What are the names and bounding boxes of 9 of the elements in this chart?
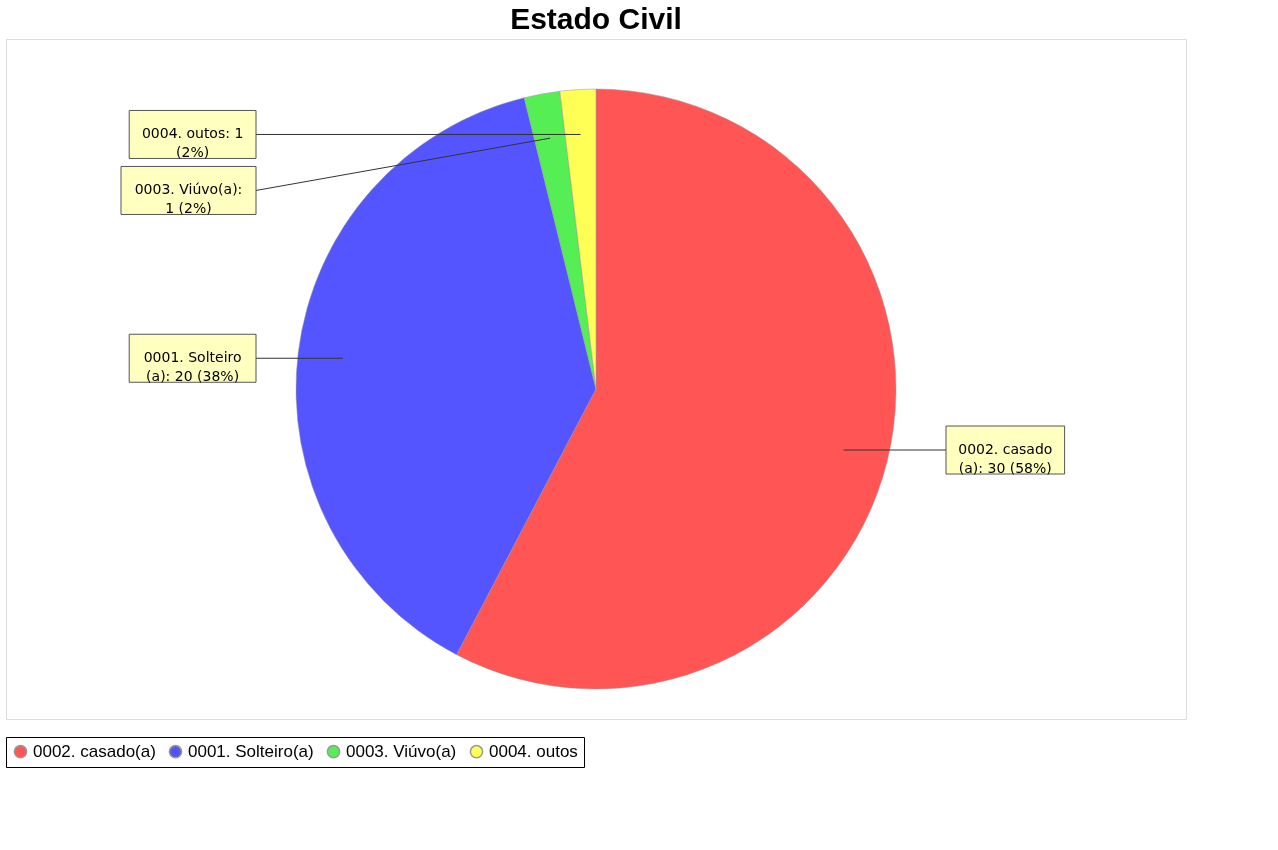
data-label: 0002. casado (a): 30 (58%) — [958, 441, 1053, 477]
data-label: 0004. outos: 1 (2%) — [141, 125, 244, 161]
data-label: 0003. Viúvo(a): 1 (2%) — [134, 181, 243, 217]
legend-label: 0003. Viúvo(a) — [346, 741, 457, 761]
legend-label: 0001. Solteiro(a) — [188, 741, 314, 761]
chart-title: Estado Civil — [510, 2, 682, 35]
legend-label: 0002. casado(a) — [33, 741, 156, 761]
legend-label: 0004. outos — [489, 741, 578, 761]
data-label: 0001. Solteiro (a): 20 (38%) — [143, 349, 242, 385]
